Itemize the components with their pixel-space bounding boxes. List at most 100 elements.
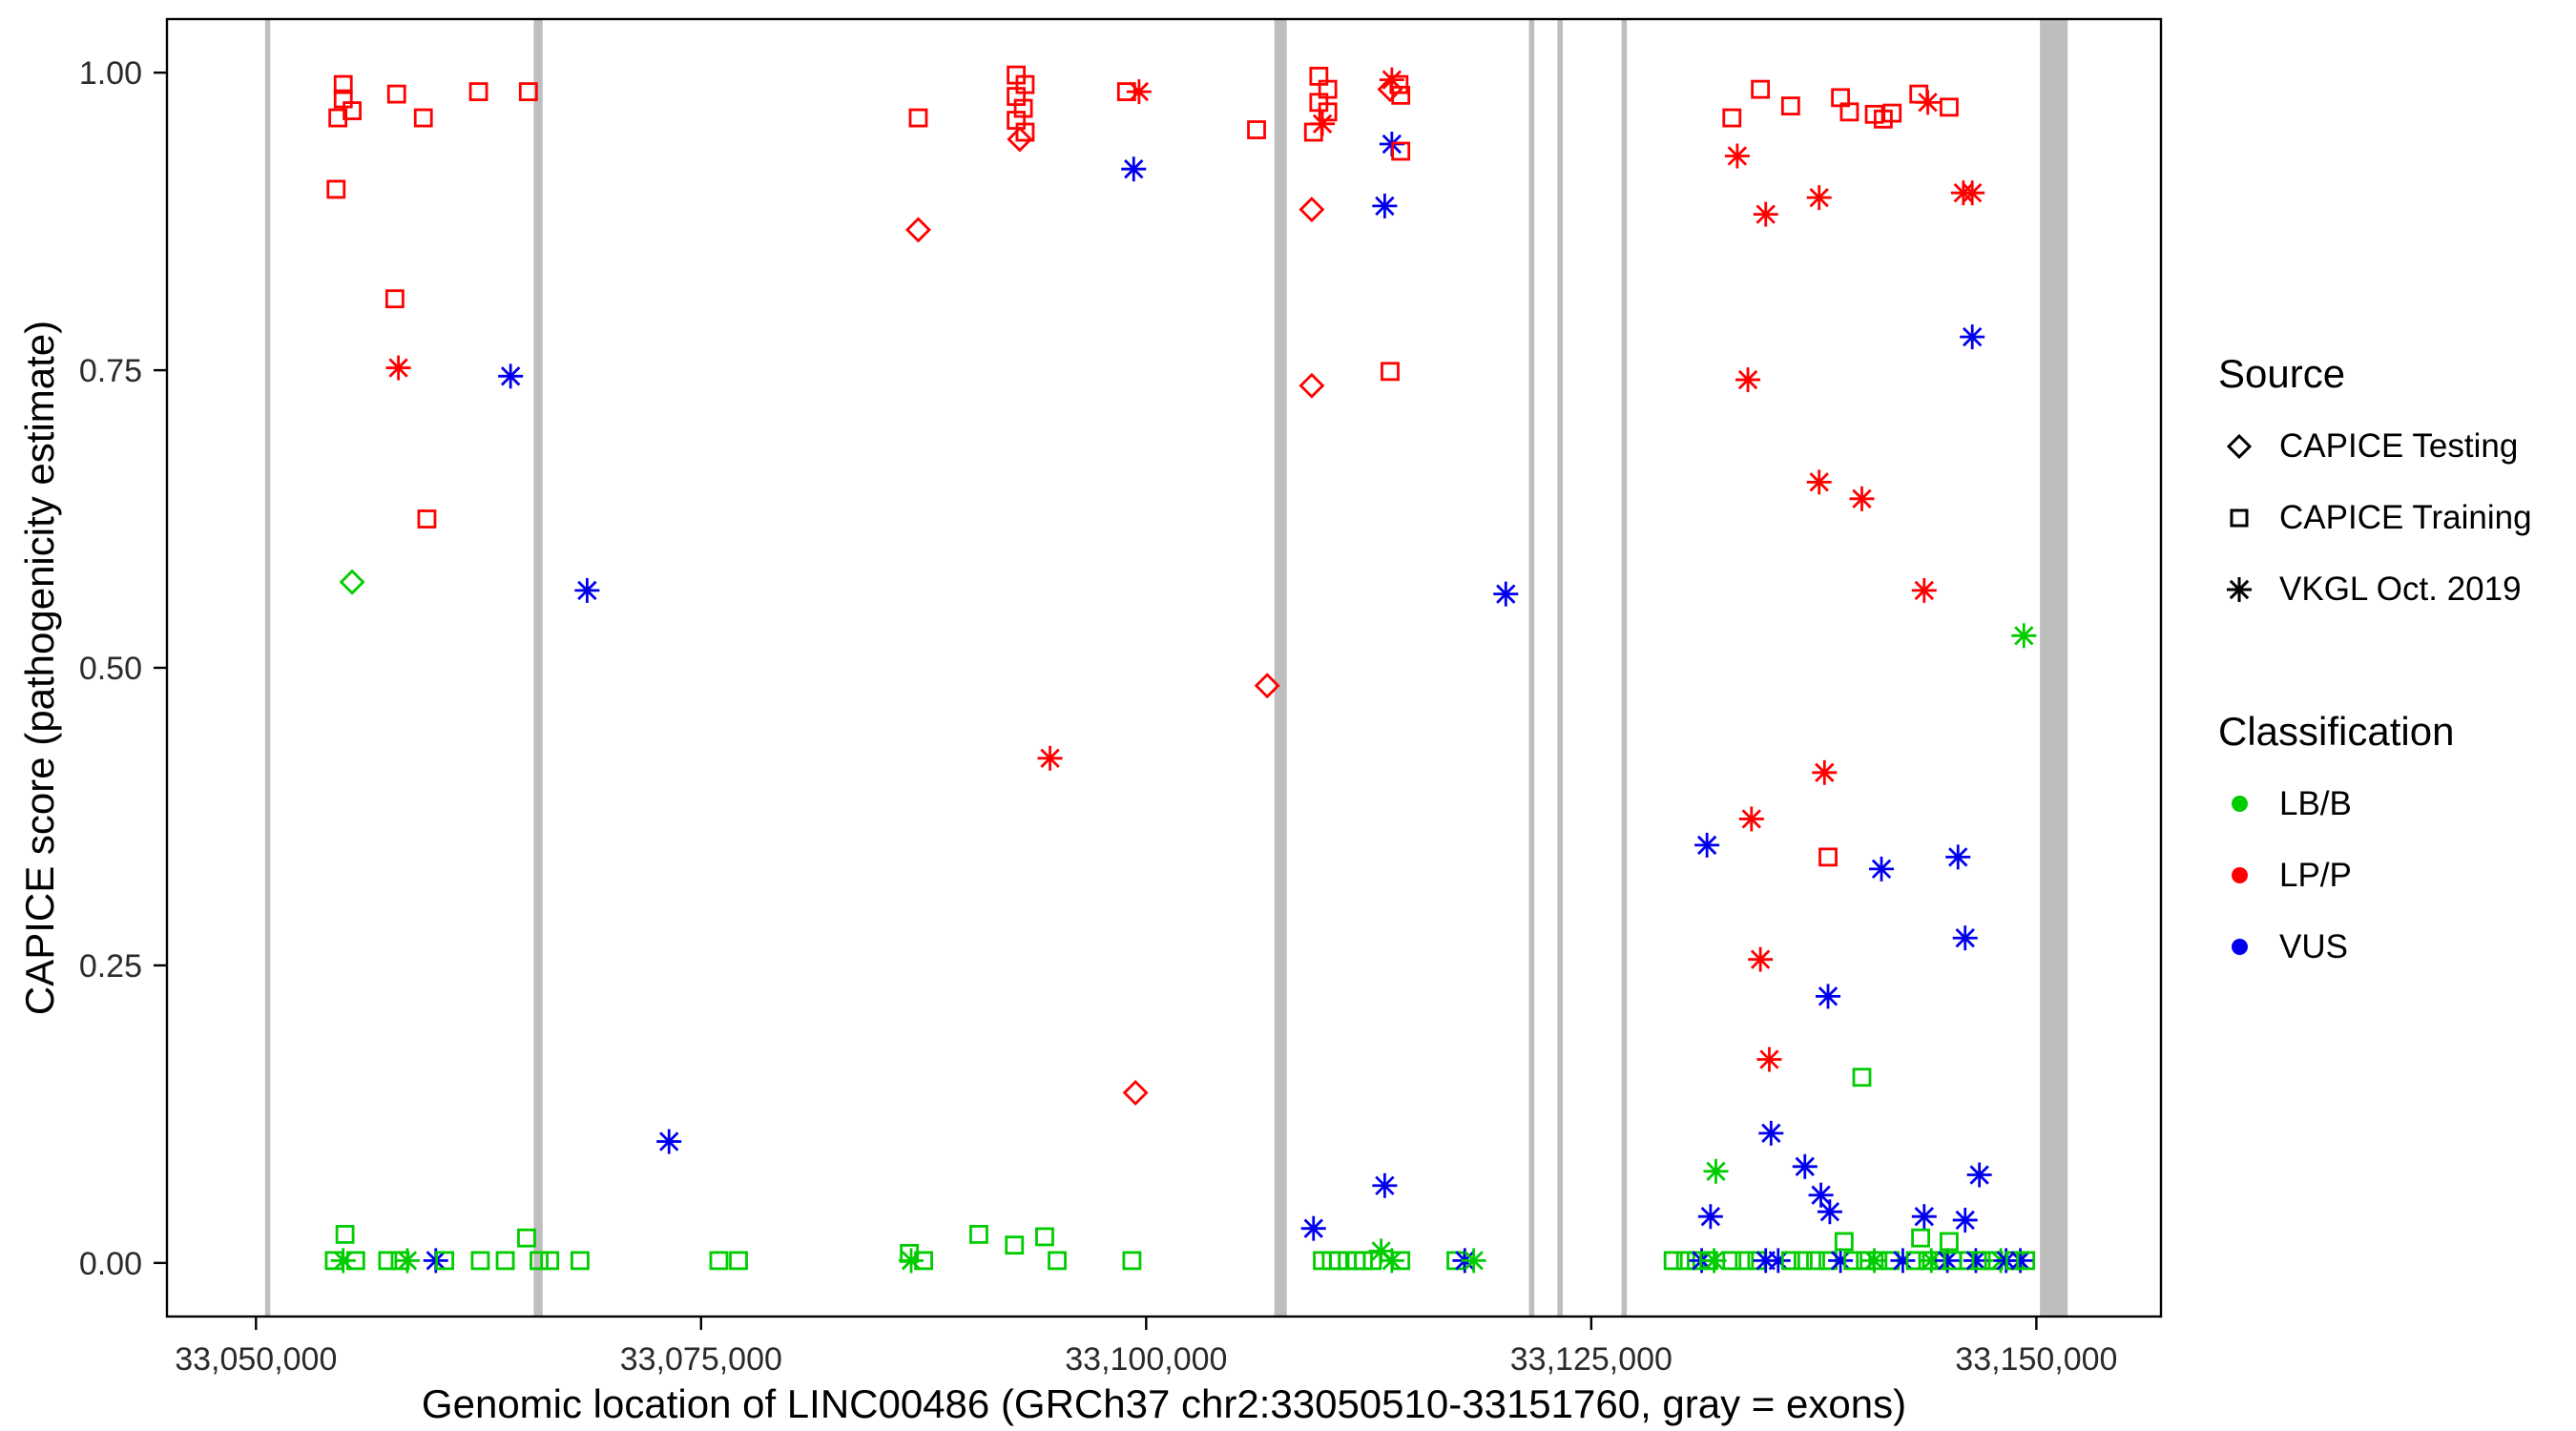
data-point <box>335 1225 355 1244</box>
panel-border <box>165 17 2163 1318</box>
data-point <box>1377 76 1403 103</box>
data-point <box>330 1248 356 1274</box>
blue-dot-icon <box>2231 939 2248 955</box>
data-point <box>1952 925 1978 951</box>
data-point <box>1911 1204 1937 1230</box>
data-point <box>518 82 538 102</box>
data-point <box>1697 1204 1723 1230</box>
data-point <box>1298 197 1325 223</box>
legend-item-vus: VUS <box>2218 911 2532 983</box>
data-point <box>1005 1235 1025 1255</box>
data-point <box>1303 122 1323 142</box>
data-point <box>1701 1248 1727 1274</box>
data-point <box>1890 1248 1916 1274</box>
data-point <box>1952 1207 1978 1233</box>
data-point <box>1122 1079 1149 1106</box>
legend-label: CAPICE Training <box>2279 498 2532 536</box>
data-point <box>914 1251 933 1271</box>
data-point <box>1298 372 1325 399</box>
data-point <box>1381 362 1400 382</box>
data-point <box>413 108 433 128</box>
legend-item-capice-training: CAPICE Training <box>2218 482 2532 553</box>
data-point <box>1869 856 1895 881</box>
legend-item-lpp: LP/P <box>2218 840 2532 911</box>
data-point <box>343 101 362 120</box>
legend-label: LP/P <box>2279 856 2352 894</box>
data-point <box>1751 79 1771 99</box>
data-point <box>1748 946 1774 972</box>
data-point <box>1806 469 1832 495</box>
legend-group-classification: Classification LB/B LP/P VUS <box>2218 709 2532 983</box>
data-point <box>1834 1232 1854 1252</box>
data-point <box>345 1251 365 1271</box>
data-point <box>899 1248 924 1274</box>
data-point <box>905 217 931 243</box>
data-point <box>2011 623 2037 649</box>
data-point <box>1868 1251 1888 1271</box>
data-point <box>1960 324 1985 350</box>
data-point <box>384 289 405 309</box>
legend-group-source: Source CAPICE Testing CAPICE Training <box>2218 351 2532 625</box>
exon-bar <box>264 20 271 1316</box>
legend-label: LB/B <box>2279 784 2352 822</box>
data-point <box>540 1251 560 1271</box>
data-point <box>2016 1251 2036 1271</box>
data-point <box>709 1251 729 1271</box>
data-point <box>1843 1251 1863 1271</box>
data-point <box>1940 97 1959 117</box>
data-point <box>468 82 488 102</box>
x-axis-title: Genomic location of LINC00486 (GRCh37 ch… <box>421 1381 1907 1426</box>
data-point <box>470 1251 490 1271</box>
data-point <box>1722 108 1742 128</box>
x-tick-label: 33,150,000 <box>1955 1341 2117 1378</box>
data-point <box>1254 673 1280 699</box>
data-point <box>1738 806 1764 832</box>
data-point <box>1794 1251 1813 1271</box>
x-tick-label: 33,100,000 <box>1065 1341 1227 1378</box>
legend-label: VKGL Oct. 2019 <box>2279 570 2522 608</box>
legend-item-vkgl: VKGL Oct. 2019 <box>2218 553 2532 625</box>
red-dot-icon <box>2231 867 2248 883</box>
data-point <box>1882 103 1902 123</box>
data-point <box>1817 1199 1842 1225</box>
data-point <box>908 108 928 128</box>
data-point <box>1758 1120 1784 1146</box>
data-point <box>517 1228 536 1248</box>
data-point <box>571 1251 590 1271</box>
data-point <box>656 1129 682 1154</box>
data-point <box>1493 581 1519 607</box>
data-point <box>1966 1162 1992 1188</box>
data-point <box>1849 486 1875 511</box>
data-point <box>1792 1153 1818 1179</box>
legend-item-lbb: LB/B <box>2218 768 2532 840</box>
data-point <box>530 1251 549 1271</box>
data-point <box>1391 1251 1411 1271</box>
legend-classification-title: Classification <box>2218 709 2455 754</box>
legend-label: VUS <box>2279 927 2348 965</box>
data-point <box>1048 1251 1067 1271</box>
data-point <box>1911 577 1937 603</box>
y-tick-label: 1.00 <box>79 55 142 92</box>
legend-label: CAPICE Testing <box>2279 426 2519 465</box>
y-axis-title: CAPICE score (pathogenicity estimate) <box>17 320 62 1016</box>
data-point <box>729 1251 748 1271</box>
data-point <box>1037 745 1063 771</box>
data-point <box>1806 185 1832 211</box>
exon-bar <box>533 20 543 1316</box>
data-point <box>1940 1232 1959 1252</box>
data-point <box>1391 141 1411 161</box>
data-point <box>1816 984 1841 1009</box>
data-point <box>1126 79 1152 105</box>
data-point <box>333 74 353 94</box>
exon-bar <box>1274 20 1287 1316</box>
y-tick-label: 0.50 <box>79 651 142 687</box>
data-point <box>1765 1248 1791 1274</box>
data-point <box>1035 1227 1054 1247</box>
data-point <box>1756 1047 1782 1072</box>
data-point <box>498 363 524 389</box>
data-point <box>1391 85 1411 105</box>
data-point <box>386 84 406 104</box>
data-point <box>969 1225 988 1244</box>
data-point <box>1911 1228 1930 1248</box>
